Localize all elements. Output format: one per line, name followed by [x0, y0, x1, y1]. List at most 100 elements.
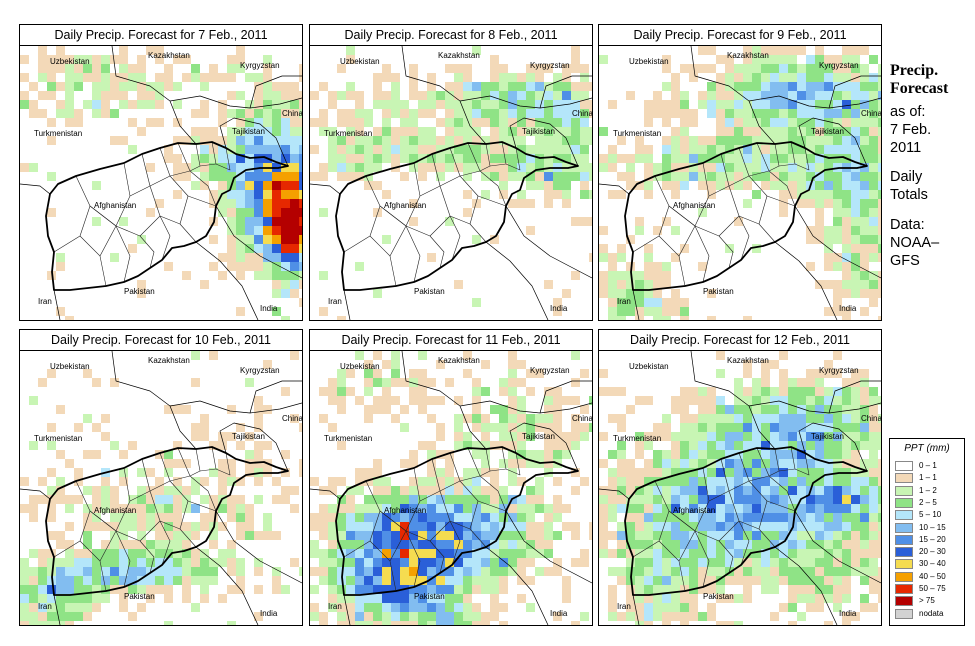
precip-cell: [734, 145, 743, 154]
precip-cell: [535, 172, 544, 181]
precip-cell: [463, 621, 472, 625]
precip-cell: [698, 46, 707, 55]
precip-cell: [236, 567, 245, 576]
precip-cell: [209, 127, 218, 136]
precip-cell: [445, 540, 454, 549]
province-border: [738, 175, 768, 225]
precip-cell: [833, 585, 842, 594]
precip-cell: [427, 109, 436, 118]
legend-label: 2 – 5: [919, 497, 937, 507]
precip-cell: [436, 118, 445, 127]
precip-cell: [245, 244, 254, 253]
precip-cell: [535, 522, 544, 531]
precip-cell: [337, 136, 346, 145]
precip-cell: [490, 235, 499, 244]
precip-cell: [869, 244, 878, 253]
precip-cell: [236, 504, 245, 513]
precip-cell: [355, 351, 364, 360]
precip-cell: [200, 513, 209, 522]
precip-cell: [860, 414, 869, 423]
precip-cell: [788, 423, 797, 432]
precip-cell: [209, 531, 218, 540]
precip-cell: [173, 549, 182, 558]
precip-cell: [544, 154, 553, 163]
precip-cell: [209, 558, 218, 567]
precip-cell: [481, 450, 490, 459]
legend-swatch: [895, 473, 913, 484]
precip-cell: [38, 558, 47, 567]
country-label-kazakhstan: Kazakhstan: [148, 51, 190, 60]
precip-cell: [571, 531, 580, 540]
precip-cell: [680, 486, 689, 495]
precip-cell: [382, 603, 391, 612]
precip-cell: [418, 109, 427, 118]
precip-cell: [842, 73, 851, 82]
precip-cell: [851, 612, 860, 621]
precip-cell: [734, 181, 743, 190]
precip-cell: [517, 378, 526, 387]
precip-cell: [373, 594, 382, 603]
precip-cell: [842, 414, 851, 423]
precip-cell: [788, 603, 797, 612]
precip-cell: [191, 522, 200, 531]
precip-cell: [562, 145, 571, 154]
precip-cell: [92, 585, 101, 594]
precip-cell: [553, 504, 562, 513]
precip-cell: [290, 199, 299, 208]
precip-cell: [761, 360, 770, 369]
precip-cell: [689, 558, 698, 567]
precip-cell: [290, 163, 299, 172]
precip-cell: [851, 378, 860, 387]
precip-cell: [290, 253, 299, 262]
province-border: [379, 205, 407, 257]
precip-cell: [209, 172, 218, 181]
precip-cell: [878, 235, 881, 244]
precip-cell: [164, 504, 173, 513]
precip-cell: [83, 64, 92, 73]
precip-cell: [689, 145, 698, 154]
precip-cell: [725, 432, 734, 441]
precip-cell: [346, 82, 355, 91]
precip-cell: [833, 495, 842, 504]
afghanistan-outline: [45, 141, 289, 291]
precip-cell: [671, 459, 680, 468]
precip-cell: [101, 73, 110, 82]
country-label-turkmenistan: Turkmenistan: [34, 434, 82, 443]
precip-cell: [472, 118, 481, 127]
precip-cell: [400, 486, 409, 495]
precip-grid: [310, 46, 592, 320]
precip-cell: [833, 109, 842, 118]
precip-cell: [562, 432, 571, 441]
precip-cell: [472, 298, 481, 307]
precip-cell: [806, 603, 815, 612]
precip-cell: [626, 612, 635, 621]
precip-cell: [245, 513, 254, 522]
precip-cell: [788, 190, 797, 199]
precip-cell: [851, 441, 860, 450]
border-line: [828, 75, 881, 109]
precip-cell: [761, 163, 770, 172]
precip-cell: [833, 55, 842, 64]
precip-cell: [860, 513, 869, 522]
precip-cell: [562, 127, 571, 136]
border-line: [195, 241, 259, 320]
precip-cell: [680, 91, 689, 100]
precip-cell: [644, 459, 653, 468]
precip-cell: [454, 91, 463, 100]
precip-cell: [779, 73, 788, 82]
precip-cell: [83, 585, 92, 594]
province-border: [694, 490, 740, 542]
precip-cell: [364, 378, 373, 387]
precip-cell: [698, 495, 707, 504]
precip-cell: [200, 495, 209, 504]
precip-cell: [499, 172, 508, 181]
precip-cell: [635, 217, 644, 226]
precip-cell: [680, 298, 689, 307]
precip-cell: [644, 432, 653, 441]
country-label-uzbekistan: Uzbekistan: [629, 57, 669, 66]
precip-cell: [463, 495, 472, 504]
precip-cell: [589, 522, 592, 531]
precip-cell: [698, 432, 707, 441]
precip-cell: [83, 612, 92, 621]
map-panel-feb-9: Daily Precip. Forecast for 9 Feb., 2011 …: [598, 24, 882, 321]
